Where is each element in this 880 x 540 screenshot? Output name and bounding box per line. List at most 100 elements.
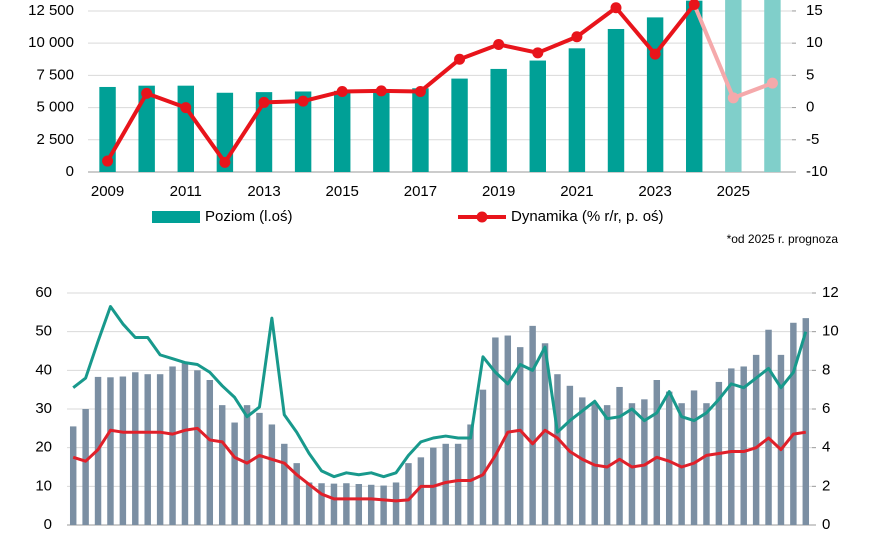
bar (554, 374, 561, 525)
legend-label: Poziom (l.oś) (205, 208, 293, 225)
bar (305, 482, 313, 525)
y-tick-label: 2 500 (36, 131, 74, 148)
legend-label: Dynamika (% r/r, p. oś) (511, 208, 664, 225)
bar (607, 28, 625, 172)
y2-tick-label: 4 (822, 439, 830, 456)
bar (728, 368, 735, 525)
point (766, 77, 778, 89)
bar (256, 412, 263, 525)
y2-tick-label: -5 (806, 131, 819, 148)
legend-marker (476, 211, 488, 223)
bar (504, 335, 512, 525)
y2-tick-label: 0 (806, 99, 814, 116)
bar (343, 483, 350, 525)
bar (516, 347, 524, 525)
y-tick-label: 0 (66, 163, 74, 180)
bar (653, 380, 661, 525)
y2-tick-label: 8 (822, 361, 830, 378)
bar (69, 426, 77, 525)
bar (367, 484, 375, 525)
bar (294, 91, 312, 172)
bar (616, 386, 623, 525)
bar (268, 424, 276, 525)
bar (177, 85, 194, 172)
y2-tick-label: -10 (806, 163, 828, 180)
bar (82, 409, 89, 525)
bar (603, 405, 611, 525)
bar (216, 92, 234, 172)
bar (334, 90, 351, 172)
point (414, 85, 426, 97)
point (727, 92, 739, 104)
bar (703, 403, 710, 525)
point (180, 102, 192, 114)
y-tick-label: 60 (35, 284, 52, 301)
bar (318, 483, 325, 525)
bar (541, 343, 549, 525)
y-tick-label: 30 (35, 400, 52, 417)
point (102, 155, 114, 167)
bar (243, 405, 251, 525)
bar (568, 48, 586, 172)
plot (99, 0, 781, 172)
bar (138, 85, 155, 172)
bar (194, 370, 201, 525)
bar (467, 424, 474, 525)
y-tick-label: 40 (35, 361, 52, 378)
bar (405, 463, 412, 525)
y-tick-label: 5 000 (36, 99, 74, 116)
point (532, 47, 544, 59)
bar (392, 482, 400, 525)
point (258, 96, 270, 108)
y-tick-label: 0 (44, 516, 52, 533)
line (105, 3, 696, 165)
x-tick-label: 2011 (170, 183, 202, 200)
bar (218, 405, 226, 525)
point (493, 38, 505, 50)
bar (181, 362, 189, 525)
bar (686, 0, 703, 172)
x-tick-label: 2015 (326, 183, 359, 200)
plot (69, 305, 810, 525)
x-tick-label: 2021 (560, 183, 593, 200)
y-tick-label: 20 (35, 439, 52, 456)
point (610, 2, 622, 14)
x-tick-label: 2009 (91, 183, 124, 200)
bar (566, 385, 574, 525)
y2-tick-label: 10 (822, 323, 839, 340)
bar (479, 389, 487, 525)
bar (132, 372, 139, 525)
y2-tick-label: 15 (806, 2, 823, 19)
bar (665, 391, 673, 525)
x-tick-label: 2013 (247, 183, 280, 200)
point (141, 87, 153, 99)
note: *od 2025 r. prognoza (727, 232, 839, 246)
bar (293, 463, 300, 525)
bar (380, 485, 387, 525)
y-tick-label: 12 500 (28, 2, 74, 19)
bar (454, 443, 462, 525)
bar (206, 380, 214, 525)
bar (490, 68, 507, 172)
y2-tick-label: 12 (822, 284, 839, 301)
bar (144, 374, 151, 525)
bar (417, 457, 425, 525)
y-tick-label: 7 500 (36, 66, 74, 83)
bar (355, 484, 363, 525)
point (571, 31, 583, 43)
y2-tick-label: 10 (806, 34, 823, 51)
point (454, 53, 466, 65)
bar (412, 88, 429, 172)
bar (156, 374, 164, 525)
bar (579, 397, 586, 525)
x-tick-label: 2023 (638, 183, 671, 200)
bar (492, 337, 499, 525)
x-tick-label: 2019 (482, 183, 515, 200)
bar (740, 366, 747, 525)
bar (790, 322, 797, 525)
bar (281, 443, 288, 525)
bar (628, 403, 636, 525)
bar (641, 399, 648, 525)
y2-tick-label: 2 (822, 477, 830, 494)
bar (752, 354, 760, 525)
